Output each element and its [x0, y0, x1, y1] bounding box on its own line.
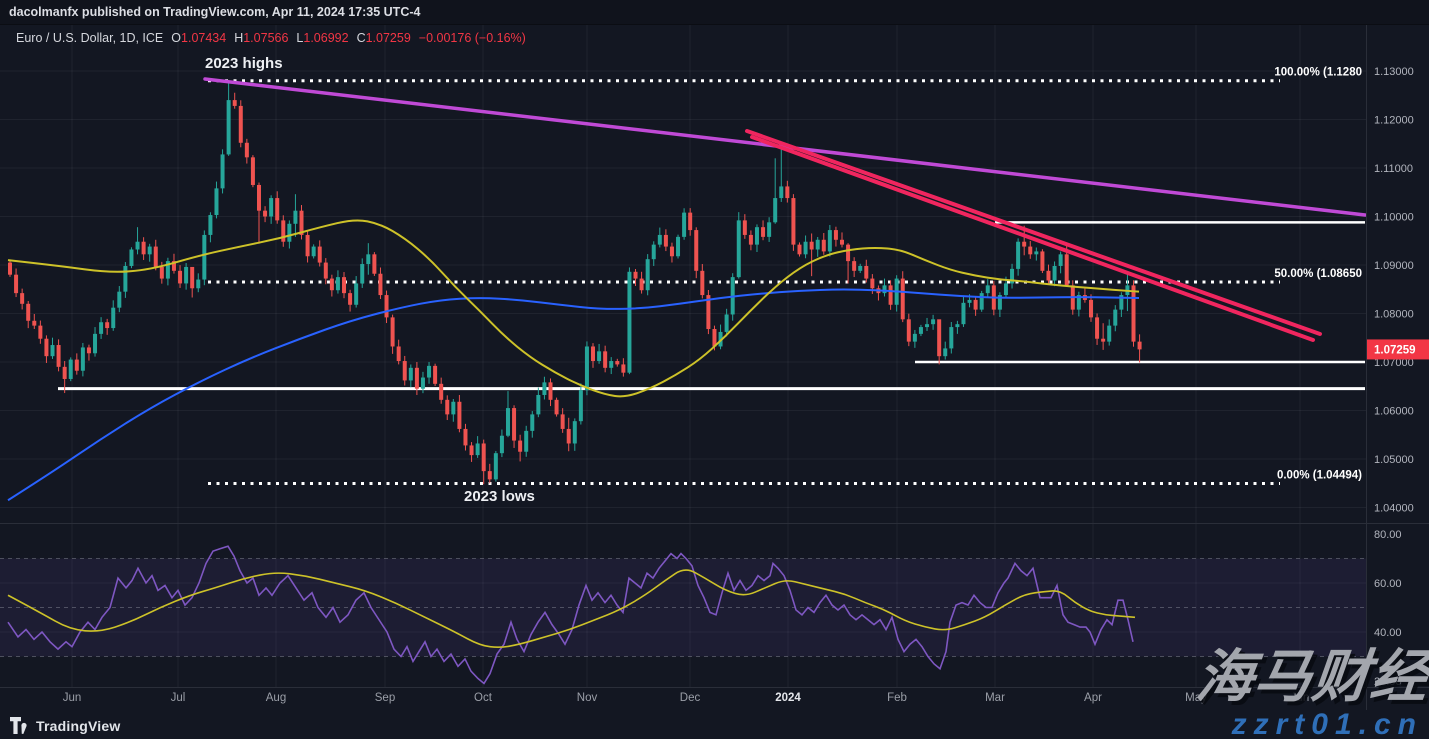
symbol-legend[interactable]: Euro / U.S. Dollar, 1D, ICE O1.07434 H1.07…	[16, 31, 526, 45]
watermark-site-url: zzrt01.cn	[1231, 708, 1423, 739]
svg-text:50.00% (1.08650: 50.00% (1.08650	[1274, 268, 1362, 280]
svg-text:1.05000: 1.05000	[1374, 454, 1414, 466]
svg-text:20.00: 20.00	[1374, 676, 1402, 688]
svg-text:Dec: Dec	[680, 692, 701, 704]
svg-text:1.07259: 1.07259	[1374, 344, 1416, 356]
svg-text:2024: 2024	[775, 692, 801, 704]
svg-text:60.00: 60.00	[1374, 578, 1402, 590]
moving-averages	[7, 219, 1140, 502]
ohlc-label: H	[234, 31, 244, 45]
annotation-2023-lows: 2023 lows	[464, 488, 535, 505]
ohlc-value: 1.06992	[303, 31, 349, 45]
tradingview-logo-icon	[10, 717, 29, 734]
svg-text:Jun: Jun	[1291, 692, 1310, 704]
horizontal-rays	[58, 221, 1365, 391]
change-value: −0.00176 (−0.16%)	[418, 31, 526, 45]
svg-text:Mar: Mar	[985, 692, 1005, 704]
svg-text:1.13000: 1.13000	[1374, 66, 1414, 78]
annotation-2023-highs: 2023 highs	[205, 55, 283, 72]
time-scale[interactable]: Jun Jul Aug Sep Oct Nov Dec 2024 Feb Mar Apr May Jun	[63, 692, 1310, 704]
svg-text:Oct: Oct	[474, 692, 493, 704]
rsi-band	[0, 558, 1366, 657]
channel-lower-line[interactable]	[750, 135, 1315, 342]
svg-text:1.08000: 1.08000	[1374, 309, 1414, 321]
watermark-site-name: 海马财经	[1193, 645, 1429, 709]
fib-labels: 100.00% (1.1280 50.00% (1.08650 0.00% (1.0…	[1274, 67, 1362, 482]
ohlc-values: O1.07434 H1.07566 L1.06992 C1.07259	[163, 31, 411, 45]
svg-text:100.00% (1.1280: 100.00% (1.1280	[1274, 67, 1362, 79]
ohlc-value: 1.07434	[181, 31, 227, 45]
rsi-indicator	[7, 545, 1136, 685]
pane-borders	[0, 25, 1429, 710]
svg-text:1.07000: 1.07000	[1374, 357, 1414, 369]
svg-text:1.04000: 1.04000	[1374, 503, 1414, 515]
svg-text:Apr: Apr	[1084, 692, 1102, 704]
ohlc-label: L	[296, 31, 304, 45]
candles	[8, 82, 1142, 485]
svg-text:1.10000: 1.10000	[1374, 212, 1414, 224]
svg-text:0.00% (1.04494): 0.00% (1.04494)	[1277, 470, 1362, 482]
svg-text:Jun: Jun	[63, 692, 82, 704]
svg-text:40.00: 40.00	[1374, 627, 1402, 639]
last-price-tag: 1.07259	[1367, 339, 1429, 360]
publisher-text: dacolmanfx published on TradingView.com,…	[9, 5, 421, 19]
svg-text:Sep: Sep	[375, 692, 395, 704]
svg-text:80.00: 80.00	[1374, 529, 1402, 541]
svg-text:Jul: Jul	[171, 692, 186, 704]
trend-lines	[203, 77, 1367, 342]
symbol-title: Euro / U.S. Dollar, 1D, ICE	[16, 31, 164, 45]
svg-text:Feb: Feb	[887, 692, 907, 704]
channel-upper-line[interactable]	[745, 129, 1322, 336]
price-scale[interactable]: 1.13000 1.12000 1.11000 1.10000 1.09000 1.080…	[1374, 66, 1414, 688]
svg-text:1.12000: 1.12000	[1374, 115, 1414, 127]
ohlc-value: 1.07566	[243, 31, 289, 45]
svg-text:Aug: Aug	[266, 692, 286, 704]
publisher-bar: dacolmanfx published on TradingView.com,…	[0, 0, 1429, 25]
svg-text:1.06000: 1.06000	[1374, 406, 1414, 418]
ohlc-label: C	[356, 31, 366, 45]
svg-text:1.09000: 1.09000	[1374, 260, 1414, 272]
ohlc-label: O	[171, 31, 182, 45]
svg-text:May: May	[1185, 692, 1207, 704]
svg-text:Nov: Nov	[577, 692, 598, 704]
fib-retracement	[208, 79, 1280, 486]
ohlc-value: 1.07259	[365, 31, 411, 45]
tradingview-logo-text: TradingView	[36, 717, 121, 734]
tradingview-logo-link[interactable]: TradingView	[10, 717, 120, 734]
svg-text:1.11000: 1.11000	[1374, 163, 1413, 175]
grid-lines	[0, 25, 1366, 687]
